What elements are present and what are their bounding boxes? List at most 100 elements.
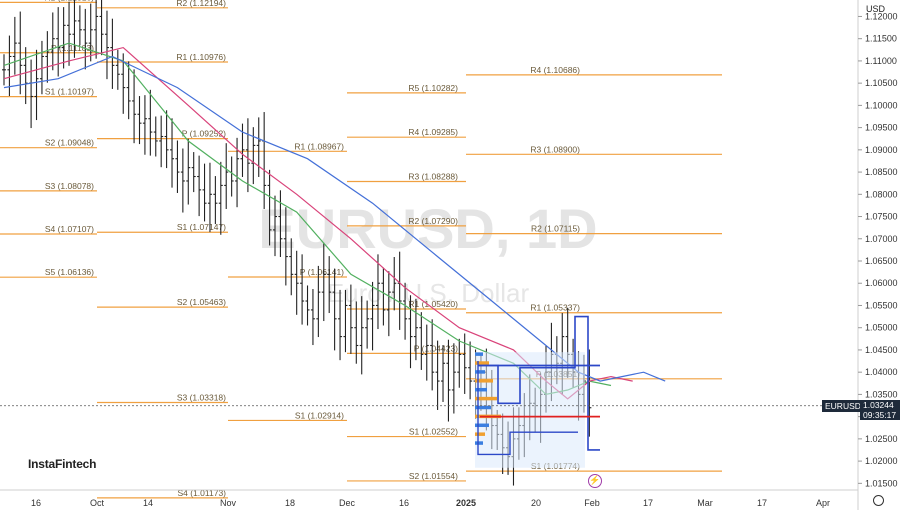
ohlc-bar bbox=[180, 148, 185, 213]
ohlc-bar bbox=[186, 138, 191, 205]
ohlc-bar bbox=[159, 115, 164, 168]
x-tick-label: Apr bbox=[816, 498, 830, 508]
symbol-price-tag: EURUSD bbox=[822, 399, 864, 412]
pivot-level-label: S1 (1.02552) bbox=[409, 427, 458, 437]
settings-icon[interactable] bbox=[873, 495, 884, 506]
y-tick-label: 1.09500 bbox=[865, 123, 898, 133]
pivot-level-label: S4 (1.07107) bbox=[45, 224, 94, 234]
ohlc-bar bbox=[104, 10, 109, 80]
ohlc-bar bbox=[381, 267, 386, 326]
ohlc-bar bbox=[34, 49, 39, 121]
ohlc-bar bbox=[148, 89, 153, 156]
ohlc-bar bbox=[132, 69, 137, 144]
ohlc-bar bbox=[419, 312, 424, 370]
volume-bin bbox=[475, 441, 483, 445]
y-tick-label: 1.11000 bbox=[865, 56, 897, 66]
ohlc-bar bbox=[316, 265, 321, 338]
ohlc-bar bbox=[468, 341, 473, 400]
pivot-level-label: R1 (1.12316) bbox=[44, 0, 94, 2]
ohlc-bar bbox=[61, 7, 66, 69]
y-tick-label: 1.02500 bbox=[865, 434, 898, 444]
pivot-level-label: S2 (1.05463) bbox=[177, 297, 226, 307]
ohlc-bar bbox=[413, 298, 418, 361]
ohlc-bar bbox=[424, 324, 429, 381]
pivot-level-label: R2 (1.07115) bbox=[531, 224, 580, 234]
watermark-symbol: EURUSD, 1D bbox=[258, 197, 597, 260]
ohlc-bar bbox=[441, 345, 446, 402]
y-tick-label: 1.08000 bbox=[865, 189, 898, 199]
ohlc-bar bbox=[386, 271, 391, 337]
pivot-level-label: R4 (1.10686) bbox=[530, 65, 580, 75]
volume-bin bbox=[475, 361, 489, 365]
ohlc-bar bbox=[218, 161, 223, 235]
ohlc-bar bbox=[224, 143, 229, 209]
ohlc-bar bbox=[191, 152, 196, 193]
x-tick-label: 16 bbox=[399, 498, 409, 508]
pivot-level-label: R2 (1.12194) bbox=[176, 0, 226, 8]
y-tick-label: 1.06500 bbox=[865, 256, 898, 266]
x-tick-label: Oct bbox=[90, 498, 105, 508]
y-tick-label: 1.04500 bbox=[865, 345, 898, 355]
ohlc-bar bbox=[403, 282, 408, 340]
watermark-subtitle: Euro / U.S. Dollar bbox=[327, 278, 530, 308]
y-tick-label: 1.07500 bbox=[865, 212, 898, 222]
ohlc-bar bbox=[39, 40, 44, 95]
volume-bin bbox=[475, 423, 489, 428]
pivot-level-label: S1 (1.10197) bbox=[45, 87, 94, 97]
ohlc-bar bbox=[446, 339, 451, 422]
ohlc-bar bbox=[375, 254, 380, 330]
y-tick-label: 1.11500 bbox=[865, 34, 897, 44]
ohlc-bar bbox=[56, 7, 61, 77]
y-tick-label: 1.12000 bbox=[865, 11, 898, 21]
ohlc-bar bbox=[110, 18, 115, 89]
y-tick-label: 1.05000 bbox=[865, 323, 898, 333]
pivot-level-label: R1 (1.08967) bbox=[294, 141, 344, 151]
value-area-outline bbox=[478, 315, 600, 451]
lightning-icon[interactable]: ⚡ bbox=[588, 474, 602, 488]
y-tick-label: 1.02000 bbox=[865, 456, 898, 466]
volume-profile bbox=[475, 315, 600, 468]
currency-label: USD bbox=[866, 4, 886, 14]
ma-slow-line bbox=[3, 55, 666, 382]
pivot-level-label: R1 (1.05337) bbox=[530, 303, 580, 313]
volume-bin bbox=[475, 352, 483, 356]
ohlc-bar bbox=[77, 5, 82, 46]
ohlc-bar bbox=[213, 176, 218, 225]
ohlc-bar bbox=[23, 47, 28, 105]
ohlc-bar bbox=[283, 207, 288, 286]
current-price-value: 1.03244 bbox=[863, 399, 894, 410]
ohlc-bar bbox=[94, 0, 99, 59]
pivot-level-label: R2 (1.07290) bbox=[408, 216, 458, 226]
ohlc-bar bbox=[2, 54, 6, 86]
pivot-level-label: R4 (1.09285) bbox=[408, 127, 458, 137]
ohlc-bar bbox=[300, 254, 305, 325]
volume-bin bbox=[475, 432, 485, 436]
ohlc-bar bbox=[365, 300, 370, 349]
x-tick-label: 16 bbox=[31, 498, 41, 508]
ohlc-bar bbox=[256, 117, 261, 177]
ohlc-bar bbox=[332, 268, 337, 351]
x-tick-label: 14 bbox=[143, 498, 153, 508]
ohlc-bar bbox=[67, 1, 72, 66]
ohlc-bar bbox=[229, 156, 234, 197]
ohlc-bar bbox=[50, 12, 55, 71]
pivot-level-label: R1 (1.10976) bbox=[176, 52, 226, 62]
ohlc-bar bbox=[354, 301, 359, 364]
volume-bin bbox=[475, 396, 497, 401]
ohlc-bar bbox=[88, 3, 93, 62]
ohlc-bar bbox=[457, 338, 462, 388]
x-tick-label: Mar bbox=[697, 498, 713, 508]
y-tick-label: 1.07000 bbox=[865, 234, 898, 244]
y-tick-label: 1.08500 bbox=[865, 167, 898, 177]
ohlc-bar bbox=[197, 155, 202, 217]
y-tick-label: 1.05500 bbox=[865, 300, 898, 310]
y-tick-label: 1.09000 bbox=[865, 145, 898, 155]
ohlc-bar bbox=[45, 31, 50, 83]
ohlc-bar bbox=[451, 343, 456, 414]
pivot-level-label: R5 (1.10282) bbox=[408, 83, 458, 93]
volume-bin bbox=[475, 379, 493, 383]
x-tick-label: 2025 bbox=[456, 498, 476, 508]
volume-bin bbox=[475, 387, 487, 392]
y-tick-label: 1.03500 bbox=[865, 389, 898, 399]
